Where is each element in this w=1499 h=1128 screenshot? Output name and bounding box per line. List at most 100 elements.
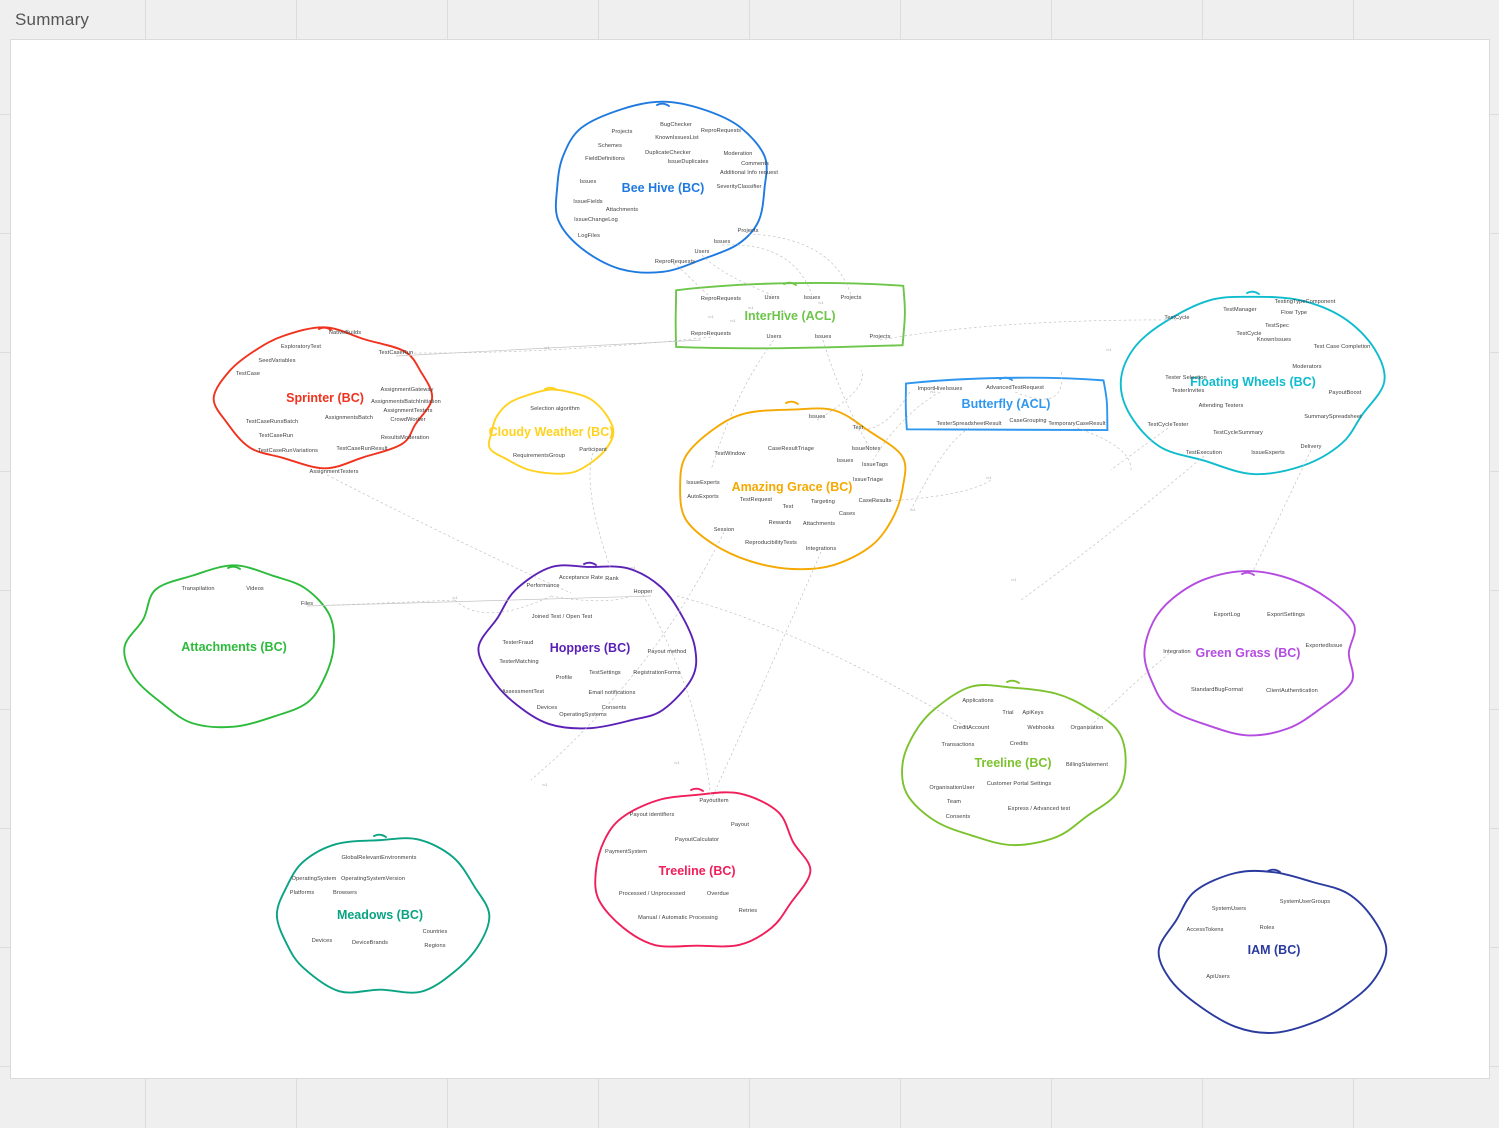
domain-term[interactable]: Integration — [1163, 649, 1191, 655]
domain-term[interactable]: Issues — [836, 458, 854, 464]
domain-title-sprinter[interactable]: Sprinter (BC) — [286, 391, 364, 405]
domain-term[interactable]: AutoExports — [687, 494, 719, 500]
domain-term[interactable]: Projects — [737, 228, 759, 234]
domain-term[interactable]: KnownIssuesList — [655, 135, 699, 141]
domain-term[interactable]: TestCaseRunsBatch — [245, 419, 299, 425]
domain-term[interactable]: BillingStatement — [1065, 762, 1109, 768]
domain-term[interactable]: Payout identifiers — [629, 812, 675, 818]
domain-outline-butterfly[interactable] — [904, 376, 1109, 432]
domain-term[interactable]: SummarySpreadsheet — [1304, 414, 1362, 420]
domain-term[interactable]: OrganisationUser — [929, 785, 975, 791]
domain-term[interactable]: ExportLog — [1213, 612, 1241, 618]
domain-term[interactable]: ReproRequests — [690, 331, 732, 337]
domain-term[interactable]: Test — [782, 504, 794, 510]
domain-title-green-grass[interactable]: Green Grass (BC) — [1195, 646, 1301, 660]
domain-term[interactable]: Webhooks — [1027, 725, 1055, 731]
domain-term[interactable]: Acceptance Rate — [558, 575, 604, 581]
domain-outline-iam[interactable] — [1157, 869, 1388, 1034]
domain-term[interactable]: TesterMatching — [499, 659, 539, 665]
domain-term[interactable]: Transactions — [941, 742, 975, 748]
domain-term[interactable]: CaseGrouping — [1009, 418, 1047, 424]
domain-term[interactable]: Test Case Completion — [1313, 344, 1371, 350]
domain-term[interactable]: Delivery — [1300, 444, 1322, 450]
domain-title-floating-wheels[interactable]: Floating Wheels (BC) — [1190, 375, 1316, 389]
domain-term[interactable]: Roles — [1259, 925, 1275, 931]
domain-term[interactable]: Applications — [962, 698, 994, 704]
domain-term[interactable]: CaseResults — [858, 498, 892, 504]
domain-term[interactable]: AssignmentTesters — [309, 469, 359, 475]
domain-term[interactable]: TestExecution — [1185, 450, 1223, 456]
domain-title-bee-hive[interactable]: Bee Hive (BC) — [621, 181, 705, 195]
domain-term[interactable]: Organisation — [1070, 725, 1104, 731]
domain-term[interactable]: Overdue — [706, 891, 730, 897]
domain-term[interactable]: IssueExperts — [686, 480, 720, 486]
domain-title-meadows[interactable]: Meadows (BC) — [336, 908, 424, 922]
domain-term[interactable]: OperatingSystems — [559, 712, 607, 718]
domain-title-treeline-payout[interactable]: Treeline (BC) — [658, 864, 736, 878]
domain-term[interactable]: Express / Advanced test — [1007, 806, 1071, 812]
domain-term[interactable]: Customer Portal Settings — [986, 781, 1052, 787]
domain-term[interactable]: Rewards — [768, 520, 792, 526]
domain-term[interactable]: TestCaseRun — [258, 433, 294, 439]
domain-term[interactable]: ReproRequests — [700, 128, 742, 134]
domain-term[interactable]: ResultsModeration — [380, 435, 430, 441]
domain-term[interactable]: Manual / Automatic Processing — [638, 915, 718, 921]
domain-term[interactable]: Projects — [869, 334, 891, 340]
domain-term[interactable]: CrowdWorker — [390, 417, 426, 423]
domain-term[interactable]: Targeting — [811, 499, 835, 505]
domain-term[interactable]: TesterFraud — [502, 640, 534, 646]
domain-term[interactable]: TemporaryCaseResult — [1048, 421, 1106, 427]
domain-term[interactable]: Joined Test / Open Test — [531, 614, 593, 620]
domain-term[interactable]: Devices — [311, 938, 333, 944]
domain-term[interactable]: PayoutBoost — [1328, 390, 1362, 396]
domain-outline-cloudy-weather[interactable] — [487, 388, 615, 475]
domain-term[interactable]: TestCase — [235, 371, 261, 377]
domain-term[interactable]: TestCycleSummary — [1213, 430, 1263, 436]
domain-title-treeline-billing[interactable]: Treeline (BC) — [974, 756, 1052, 770]
domain-term[interactable]: OperatingSystemVersion — [340, 876, 406, 882]
domain-term[interactable]: Moderators — [1292, 364, 1322, 370]
domain-term[interactable]: Rank — [605, 576, 619, 582]
domain-term[interactable]: IssueNotes — [851, 446, 881, 452]
domain-term[interactable]: TestCycle — [1236, 331, 1262, 337]
domain-term[interactable]: BugChecker — [660, 122, 692, 128]
domain-title-hoppers[interactable]: Hoppers (BC) — [549, 641, 631, 655]
domain-term[interactable]: AssignmentsBatchInitiation — [371, 399, 441, 405]
domain-term[interactable]: Profile — [555, 675, 573, 681]
domain-term[interactable]: Integrations — [805, 546, 837, 552]
domain-term[interactable]: Videos — [246, 586, 264, 592]
domain-outline-meadows[interactable] — [275, 837, 491, 994]
domain-term[interactable]: TestCycleTester — [1147, 422, 1189, 428]
domain-term[interactable]: AssignmentGateway — [380, 387, 434, 393]
domain-term[interactable]: SeverityClassifier — [716, 184, 762, 190]
domain-term[interactable]: Performance — [526, 583, 560, 589]
domain-term[interactable]: AdvancedTestRequest — [986, 385, 1044, 391]
domain-term[interactable]: Hopper — [633, 589, 653, 595]
domain-term[interactable]: Files — [300, 601, 314, 607]
domain-outline-inter-hive[interactable] — [674, 281, 906, 350]
domain-term[interactable]: Schemes — [597, 143, 623, 149]
domain-term[interactable]: Attachments — [802, 521, 836, 527]
domain-title-cloudy-weather[interactable]: Cloudy Weather (BC) — [488, 425, 614, 439]
domain-outline-bee-hive[interactable] — [554, 100, 768, 274]
domain-term[interactable]: AccessTokens — [1186, 927, 1224, 933]
domain-term[interactable]: StandardBugFormat — [1190, 687, 1244, 693]
domain-outline-hoppers[interactable] — [477, 564, 698, 730]
domain-term[interactable]: TestCaseRunVariations — [257, 448, 319, 454]
domain-term[interactable]: ReproRequests — [654, 259, 696, 265]
domain-term[interactable]: IssueFields — [573, 199, 603, 205]
domain-term[interactable]: Tester Selection — [1165, 375, 1207, 381]
domain-term[interactable]: TestCycle — [1164, 315, 1190, 321]
domain-term[interactable]: ClientAuthentication — [1266, 688, 1318, 694]
domain-term[interactable]: ApiUsers — [1206, 974, 1230, 980]
domain-term[interactable]: Users — [766, 334, 782, 340]
domain-term[interactable]: IssueTags — [861, 462, 889, 468]
domain-term[interactable]: Users — [764, 295, 780, 301]
domain-term[interactable]: Selection algorithm — [530, 406, 580, 412]
domain-outline-treeline-payout[interactable] — [594, 791, 812, 948]
domain-term[interactable]: Users — [694, 249, 710, 255]
domain-term[interactable]: ExploratoryTest — [280, 344, 322, 350]
domain-title-butterfly[interactable]: Butterfly (ACL) — [961, 397, 1051, 411]
domain-title-attachments[interactable]: Attachments (BC) — [181, 640, 287, 654]
domain-term[interactable]: Cases — [838, 511, 856, 517]
